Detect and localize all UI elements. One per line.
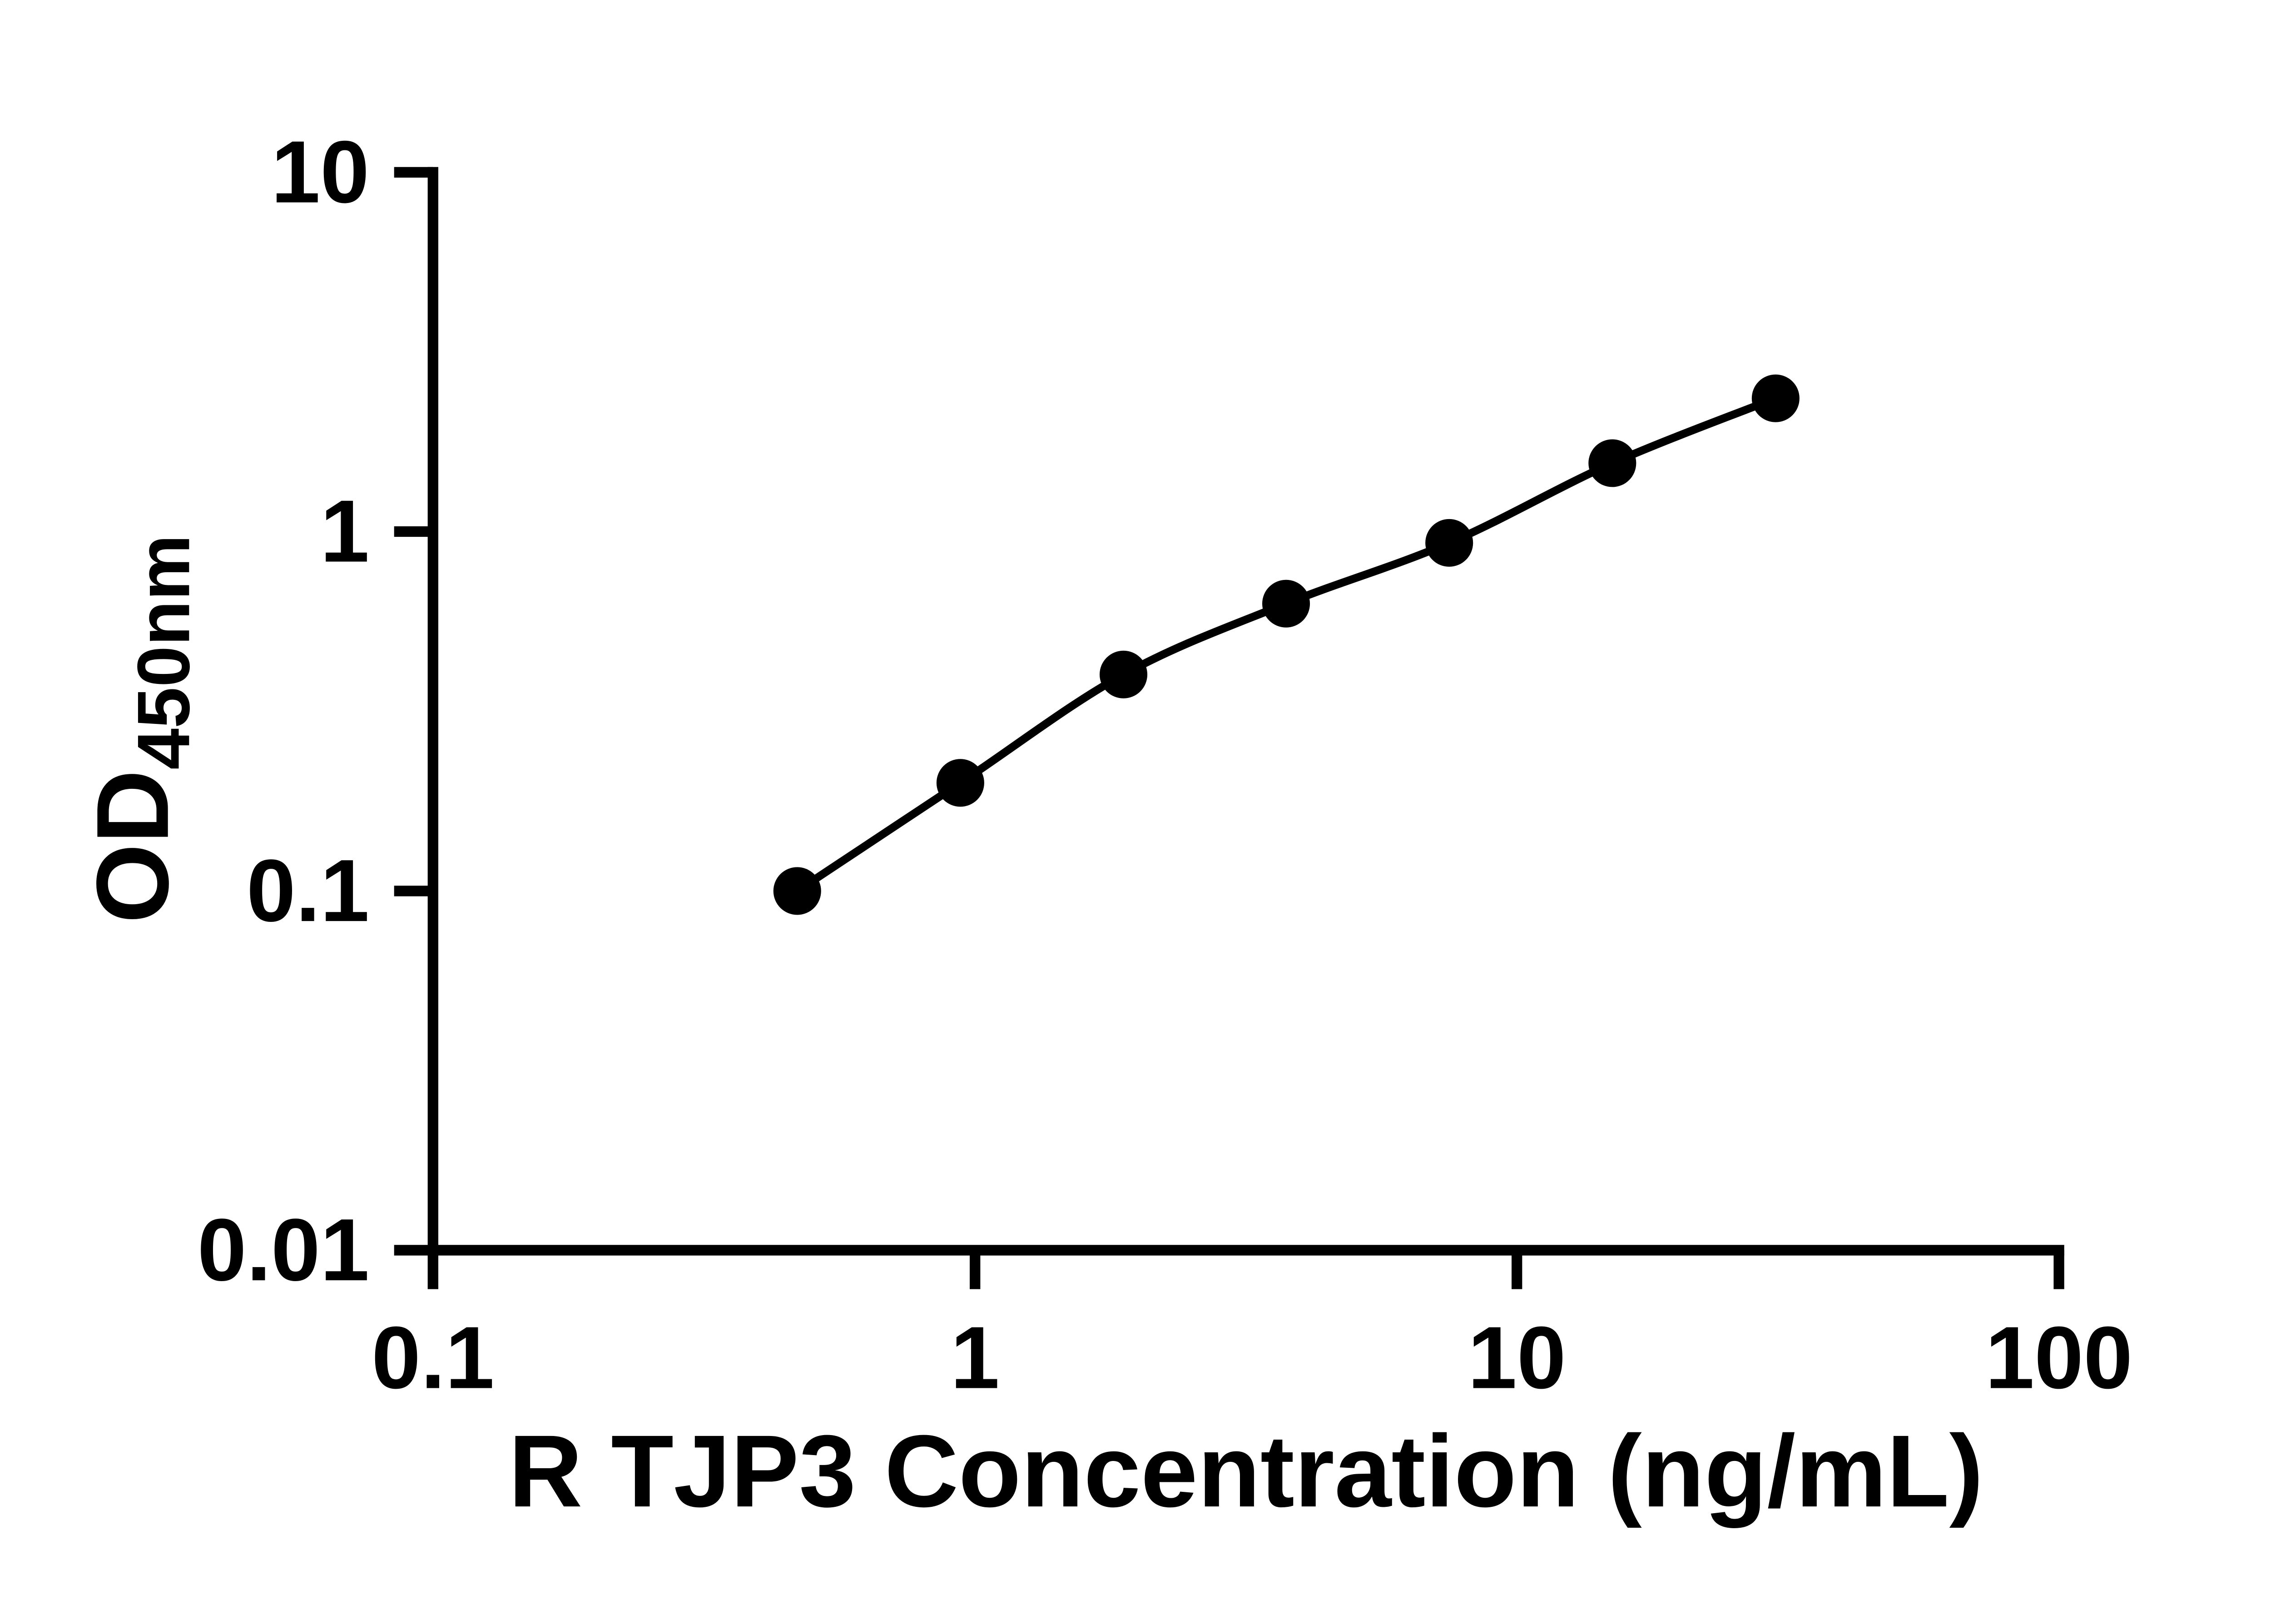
x-tick-label: 100 [1985,1308,2133,1407]
y-tick-label: 0.1 [247,842,369,940]
y-axis-title: OD450nm [75,535,205,923]
x-tick-label: 10 [1468,1308,1566,1407]
y-axis-title-main: OD [75,770,190,924]
y-tick-label: 1 [320,482,369,581]
y-tick-label: 10 [271,123,369,222]
data-point-marker [773,867,821,915]
data-point-marker [1100,650,1148,698]
data-point-marker [1425,519,1473,567]
y-axis-title-subscript: 450nm [122,535,205,770]
plot-layer [773,374,1800,915]
data-point-marker [1588,439,1636,487]
data-point-marker [1751,374,1800,422]
data-point-marker [936,759,984,807]
y-tick-label: 0.01 [198,1201,370,1299]
x-tick-label: 0.1 [372,1308,494,1407]
data-point-marker [1262,579,1310,628]
x-axis-title: R TJP3 Concentration (ng/mL) [509,1414,1983,1528]
x-tick-label: 1 [951,1308,1000,1407]
